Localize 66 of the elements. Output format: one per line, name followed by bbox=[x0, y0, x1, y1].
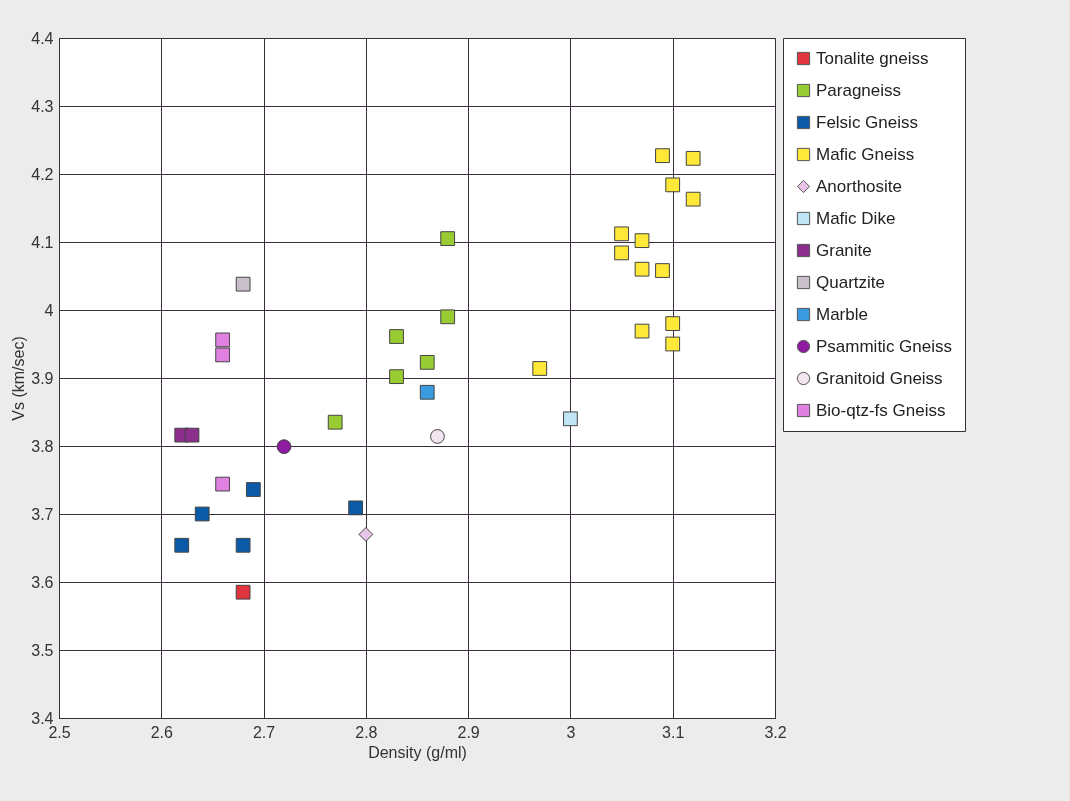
point bbox=[358, 527, 374, 542]
point bbox=[327, 414, 343, 430]
point bbox=[174, 537, 190, 553]
y-tick-label: 3.7 bbox=[31, 505, 54, 523]
legend-label: Psammitic Gneiss bbox=[816, 336, 953, 356]
point bbox=[215, 347, 231, 363]
legend-label: Granitoid Gneiss bbox=[816, 368, 943, 388]
point bbox=[563, 411, 578, 427]
legend-label: Granite bbox=[816, 240, 872, 260]
point bbox=[685, 191, 701, 207]
x-tick-label: 2.6 bbox=[150, 723, 173, 741]
point bbox=[419, 384, 435, 400]
point bbox=[440, 309, 456, 325]
point bbox=[634, 233, 650, 249]
legend-label: Mafic Dike bbox=[816, 208, 896, 228]
point bbox=[184, 427, 200, 443]
point bbox=[348, 500, 364, 516]
x-tick-label: 2.9 bbox=[457, 723, 480, 741]
point bbox=[194, 506, 210, 522]
y-tick-label: 4.4 bbox=[31, 29, 54, 47]
legend-label: Marble bbox=[816, 304, 868, 324]
point bbox=[685, 150, 701, 166]
y-tick-label: 3.9 bbox=[31, 369, 54, 387]
point bbox=[665, 177, 681, 193]
point bbox=[276, 439, 292, 455]
point bbox=[665, 316, 681, 331]
point bbox=[215, 476, 231, 492]
point bbox=[634, 323, 650, 339]
x-tick-label: 2.7 bbox=[252, 723, 276, 741]
legend-label: Mafic Gneiss bbox=[816, 144, 915, 164]
legend-label: Quartzite bbox=[816, 272, 885, 292]
point bbox=[655, 148, 670, 164]
point bbox=[235, 584, 251, 600]
y-tick-label: 4.2 bbox=[31, 165, 54, 183]
point bbox=[655, 263, 670, 278]
y-tick-label: 4 bbox=[44, 301, 54, 319]
legend-label: Felsic Gneiss bbox=[816, 112, 919, 132]
point bbox=[430, 429, 445, 444]
y-tick-label: 3.8 bbox=[31, 437, 54, 455]
point bbox=[532, 361, 548, 376]
legend-label: Anorthosite bbox=[816, 176, 902, 196]
point bbox=[665, 336, 681, 352]
x-tick-label: 3 bbox=[566, 723, 576, 741]
point bbox=[235, 537, 251, 553]
point bbox=[614, 226, 629, 242]
point bbox=[389, 369, 404, 385]
point bbox=[634, 261, 650, 277]
point bbox=[235, 276, 251, 292]
point bbox=[215, 332, 231, 348]
x-tick-label: 3.2 bbox=[764, 723, 787, 741]
point bbox=[245, 482, 261, 497]
y-tick-label: 4.1 bbox=[31, 233, 54, 251]
x-tick-label: 3.1 bbox=[662, 723, 685, 741]
point bbox=[419, 354, 435, 370]
x-tick-label: 2.8 bbox=[355, 723, 378, 741]
point bbox=[614, 245, 629, 261]
point bbox=[389, 329, 404, 344]
y-tick-label: 3.6 bbox=[31, 573, 54, 591]
legend-label: Paragneiss bbox=[816, 80, 902, 100]
y-axis-title: Vs (km/sec) bbox=[10, 336, 28, 421]
legend-label: Bio-qtz-fs Gneiss bbox=[816, 400, 946, 420]
y-tick-label: 3.5 bbox=[31, 641, 54, 659]
y-tick-label: 4.3 bbox=[31, 97, 54, 115]
point bbox=[440, 231, 456, 246]
legend-label: Tonalite gneiss bbox=[816, 48, 929, 68]
x-axis-title: Density (g/ml) bbox=[368, 743, 467, 761]
